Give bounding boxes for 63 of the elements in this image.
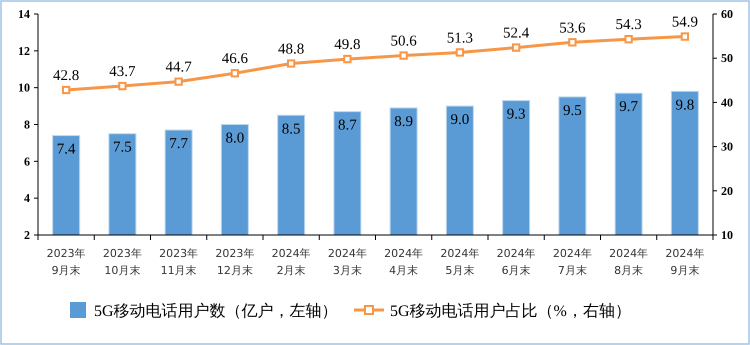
x-tick-label: 2023年10月末 <box>102 247 142 277</box>
point <box>62 86 70 94</box>
x-tick-label: 2023年11月末 <box>159 247 198 277</box>
data-label: 46.6 <box>222 51 248 68</box>
y-tick-label: 6 <box>24 154 30 168</box>
x-tick-label: 2024年6月末 <box>496 247 536 277</box>
data-label: 50.6 <box>390 34 418 50</box>
data-label: 8.5 <box>282 121 300 138</box>
data-label: 9.8 <box>676 97 694 114</box>
point <box>568 38 577 46</box>
data-label: 52.4 <box>503 26 530 42</box>
y2-tick-label: 30 <box>721 140 733 154</box>
x-tick-label: 2024年7月末 <box>552 247 592 277</box>
data-label: 9.0 <box>450 112 470 128</box>
point <box>512 43 520 52</box>
x-tick-label: 2024年4月末 <box>384 247 424 277</box>
point <box>624 35 633 44</box>
data-label: 8.0 <box>226 130 244 146</box>
data-label: 54.9 <box>672 14 698 31</box>
data-label: 7.7 <box>169 136 188 152</box>
data-label: 54.3 <box>616 17 642 34</box>
x-tick-label: 2024年2月末 <box>272 247 311 277</box>
x-tick-label: 2023年9月末 <box>46 247 86 277</box>
data-label: 8.9 <box>394 114 413 130</box>
point <box>118 82 127 90</box>
y2-tick-label: 10 <box>721 228 733 242</box>
data-label: 49.8 <box>334 37 360 54</box>
point <box>456 48 464 57</box>
point <box>343 54 352 64</box>
x-tick-label: 2024年9月末 <box>665 247 704 277</box>
legend-label: 5G移动电话用户占比（%，右轴） <box>390 302 631 320</box>
y-tick-label: 12 <box>18 44 30 58</box>
y-tick-label: 10 <box>18 80 30 95</box>
x-tick-label: 2024年3月末 <box>328 247 367 277</box>
y-tick-label: 8 <box>24 118 30 132</box>
y-tick-label: 2 <box>24 228 30 242</box>
point <box>399 51 408 60</box>
data-label: 9.3 <box>506 106 526 123</box>
data-label: 7.4 <box>56 142 76 158</box>
data-label: 53.6 <box>559 20 586 36</box>
y-tick-label: 4 <box>24 191 30 206</box>
data-label: 8.7 <box>338 118 358 134</box>
y2-tick-label: 40 <box>721 95 733 110</box>
data-label: 44.7 <box>166 60 192 76</box>
data-label: 51.3 <box>446 30 473 46</box>
data-label: 9.5 <box>563 102 582 119</box>
data-label: 43.7 <box>109 64 136 80</box>
point <box>174 77 183 86</box>
y2-tick-label: 50 <box>721 51 733 66</box>
data-label: 9.7 <box>619 99 638 116</box>
point <box>230 69 240 78</box>
data-label: 48.8 <box>278 42 304 58</box>
x-tick-label: 2023年12月末 <box>215 247 254 277</box>
x-tick-label: 2024年8月末 <box>609 247 648 277</box>
legend-label: 5G移动电话用户数（亿户，左轴） <box>94 302 338 320</box>
x-tick-label: 2024年5月末 <box>440 247 480 277</box>
data-label: 42.8 <box>53 68 80 84</box>
data-label: 7.5 <box>113 140 132 156</box>
point <box>286 59 296 68</box>
point <box>680 32 690 41</box>
y2-tick-label: 20 <box>721 184 733 198</box>
y-tick-label: 14 <box>18 7 30 21</box>
y2-tick-label: 60 <box>721 7 733 21</box>
